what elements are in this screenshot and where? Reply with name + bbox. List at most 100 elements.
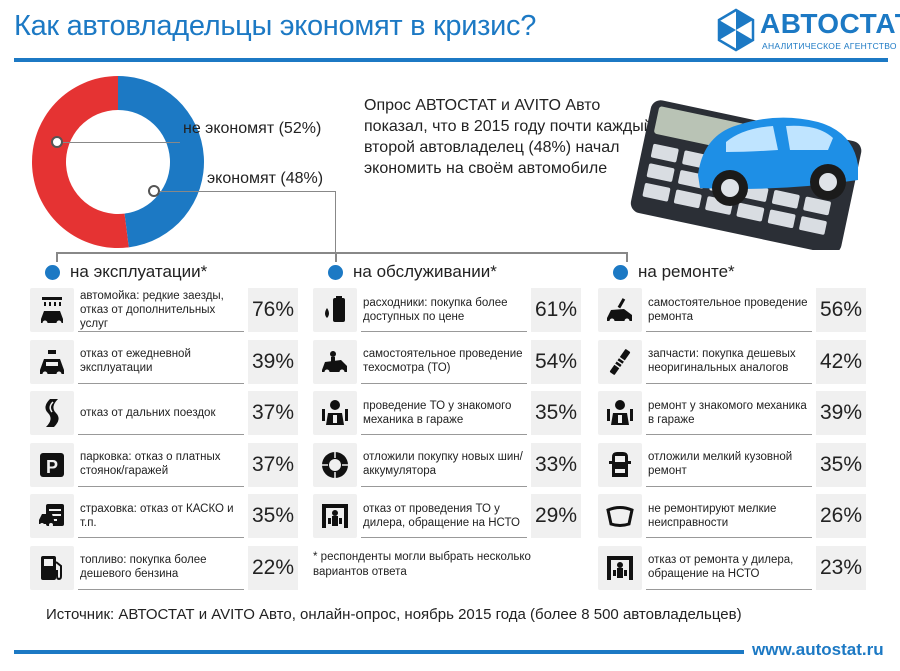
connector-line <box>204 191 335 192</box>
category-tree-drop <box>626 252 628 262</box>
item-percent: 61% <box>531 288 581 332</box>
connector-line <box>156 191 204 192</box>
category-tree-line <box>56 252 628 254</box>
spare-part-icon <box>598 339 642 384</box>
tire-icon <box>313 442 357 487</box>
item-percent: 39% <box>248 339 298 384</box>
donut-slice-not-saving <box>32 76 129 248</box>
item-text: отказ от ремонта у дилера, обращение на … <box>646 546 812 590</box>
donut-slice-saving <box>118 76 205 248</box>
autostat-logo-icon <box>717 8 755 52</box>
intro-text: Опрос АВТОСТАТ и AVITO Авто показал, что… <box>364 97 653 177</box>
insurance-icon <box>30 494 74 538</box>
fuel-icon <box>30 545 74 590</box>
item-percent: 42% <box>816 339 866 384</box>
item-percent: 29% <box>531 494 581 538</box>
list-item: автомойка: редкие заезды, отказ от допол… <box>30 288 298 332</box>
list-item: отложили покупку новых шин/аккумулятора 3… <box>313 442 581 487</box>
car-body-icon <box>598 442 642 487</box>
item-percent: 37% <box>248 442 298 487</box>
mechanic-icon <box>313 391 357 435</box>
logo-subtitle: АНАЛИТИЧЕСКОЕ АГЕНТСТВО <box>762 41 897 51</box>
item-text: парковка: отказ о платных стоянок/гараже… <box>78 443 244 487</box>
svg-text:P: P <box>46 457 58 477</box>
item-percent: 33% <box>531 442 581 487</box>
self-service-icon <box>313 339 357 384</box>
list-item: отказ от проведения ТО у дилера, обращен… <box>313 494 581 538</box>
donut-marker-dot <box>51 136 63 148</box>
item-percent: 26% <box>816 494 866 538</box>
item-percent: 22% <box>248 545 298 590</box>
category-tree-drop <box>335 252 337 262</box>
category-label: на обслуживании* <box>353 262 497 281</box>
item-text: страховка: отказ от КАСКО и т.п. <box>78 494 244 538</box>
site-url: www.autostat.ru <box>752 640 884 659</box>
list-item: проведение ТО у знакомого механика в гар… <box>313 391 581 435</box>
category-heading: на ремонте* <box>613 262 735 282</box>
connector-line <box>58 142 180 143</box>
category-label: на эксплуатации* <box>70 262 208 281</box>
list-item: самостоятельное проведение техосмотра (Т… <box>313 339 581 384</box>
list-item: страховка: отказ от КАСКО и т.п. 35% <box>30 494 298 538</box>
legend-not-saving: не экономят (52%) <box>183 120 322 137</box>
self-repair-icon <box>598 288 642 332</box>
connector-line <box>335 191 336 253</box>
list-item: ремонт у знакомого механика в гараже 39% <box>598 391 866 435</box>
item-percent: 23% <box>816 545 866 590</box>
item-percent: 35% <box>248 494 298 538</box>
item-text: ремонт у знакомого механика в гараже <box>646 391 812 435</box>
mechanic-icon <box>598 391 642 435</box>
footnote: * респонденты могли выбрать несколько ва… <box>313 551 531 578</box>
list-item: самостоятельное проведение ремонта 56% <box>598 288 866 332</box>
taxi-icon <box>30 339 74 384</box>
dealer-icon <box>598 545 642 590</box>
item-text: запчасти: покупка дешевых неоригинальных… <box>646 340 812 384</box>
item-percent: 56% <box>816 288 866 332</box>
top-divider <box>14 58 888 62</box>
list-item: отказ от дальних поездок 37% <box>30 391 298 435</box>
item-percent: 39% <box>816 391 866 435</box>
source-note: Источник: АВТОСТАТ и AVITO Авто, онлайн-… <box>46 606 742 623</box>
parking-icon: P <box>30 442 74 487</box>
item-text: отказ от ежедневной эксплуатации <box>78 340 244 384</box>
dealer-icon <box>313 494 357 538</box>
category-tree-drop <box>56 252 58 262</box>
list-item: не ремонтируют мелкие неисправности 26% <box>598 494 866 538</box>
list-item: расходники: покупка более доступных по ц… <box>313 288 581 332</box>
item-percent: 54% <box>531 339 581 384</box>
page-title: Как автовладельцы экономят в кризис? <box>14 10 537 42</box>
list-item: отказ от ежедневной эксплуатации 39% <box>30 339 298 384</box>
list-item: топливо: покупка более дешевого бензина 2… <box>30 545 298 590</box>
donut-chart <box>32 76 205 248</box>
item-percent: 37% <box>248 391 298 435</box>
category-label: на ремонте* <box>638 262 735 281</box>
item-text: отказ от дальних поездок <box>78 391 244 435</box>
item-percent: 35% <box>531 391 581 435</box>
item-text: самостоятельное проведение ремонта <box>646 288 812 332</box>
item-text: расходники: покупка более доступных по ц… <box>361 288 527 332</box>
road-icon <box>30 391 74 435</box>
category-heading: на обслуживании* <box>328 262 497 282</box>
consumables-icon <box>313 288 357 332</box>
windshield-icon <box>598 494 642 538</box>
item-text: автомойка: редкие заезды, отказ от допол… <box>78 288 244 332</box>
item-text: не ремонтируют мелкие неисправности <box>646 494 812 538</box>
logo-wordmark: АВТОСТАТ <box>760 8 900 39</box>
item-text: отложили мелкий кузовной ремонт <box>646 443 812 487</box>
item-percent: 35% <box>816 442 866 487</box>
item-text: проведение ТО у знакомого механика в гар… <box>361 391 527 435</box>
list-item: отказ от ремонта у дилера, обращение на … <box>598 545 866 590</box>
list-item: отложили мелкий кузовной ремонт 35% <box>598 442 866 487</box>
bullet-icon <box>45 264 60 280</box>
bottom-divider <box>14 650 744 654</box>
item-text: топливо: покупка более дешевого бензина <box>78 546 244 590</box>
category-heading: на эксплуатации* <box>45 262 207 282</box>
item-text: самостоятельное проведение техосмотра (Т… <box>361 340 527 384</box>
item-text: отказ от проведения ТО у дилера, обращен… <box>361 494 527 538</box>
item-text: отложили покупку новых шин/аккумулятора <box>361 443 527 487</box>
donut-marker-dot <box>148 185 160 197</box>
list-item: запчасти: покупка дешевых неоригинальных… <box>598 339 866 384</box>
item-percent: 76% <box>248 288 298 332</box>
car-wash-icon <box>30 288 74 332</box>
